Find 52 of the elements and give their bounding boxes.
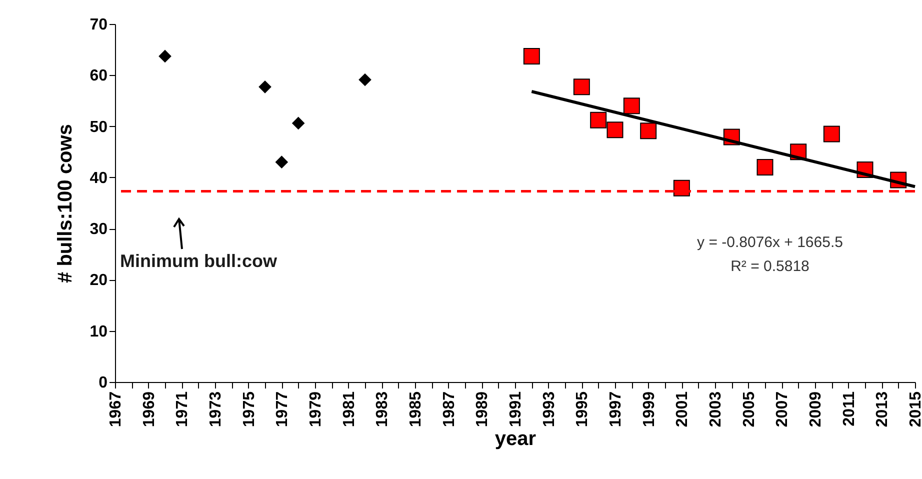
x-tick-label: 2005 — [740, 391, 758, 428]
point — [158, 50, 172, 62]
x-tick-label: 1997 — [608, 391, 624, 428]
point — [292, 117, 305, 130]
point — [590, 112, 607, 128]
x-tick-label: 1969 — [140, 391, 158, 428]
point — [258, 80, 272, 94]
x-tick-label: 1995 — [574, 391, 592, 428]
x-tick-label: 1993 — [540, 391, 558, 428]
x-axis-title: year — [494, 428, 536, 450]
y-tick-label: 60 — [90, 68, 108, 85]
y-tick-label: 50 — [90, 118, 108, 136]
x-tick-label: 2013 — [874, 391, 892, 428]
x-tick-label: 2001 — [674, 391, 692, 428]
x-tick-label: 2003 — [708, 391, 724, 428]
y-tick-label: 30 — [90, 221, 108, 238]
y-tick-label: 20 — [90, 272, 108, 290]
x-tick-label: 2011 — [840, 391, 858, 426]
x-tick-label: 1971 — [174, 391, 192, 428]
x-tick-label: 1967 — [108, 391, 124, 428]
point — [573, 78, 590, 96]
point — [823, 126, 840, 142]
x-tick-label: 1985 — [408, 391, 424, 428]
point — [623, 98, 640, 114]
x-tick-label: 1983 — [374, 391, 392, 428]
y-tick-label: 0 — [98, 374, 108, 392]
x-tick-label: 2009 — [808, 391, 824, 428]
annotation: Minimum bull:cow — [120, 251, 278, 271]
y-axis-title: # bulls:100 cows — [54, 124, 77, 283]
x-tick-label: 1977 — [274, 391, 292, 428]
point — [756, 158, 774, 176]
x-tick-label: 1991 — [508, 391, 524, 428]
x-tick-label: 1981 — [340, 391, 358, 428]
point — [673, 180, 690, 196]
x-tick-label: 1973 — [208, 391, 224, 428]
x-tick-label: 2007 — [774, 391, 792, 428]
x-tick-label: 1979 — [308, 391, 324, 428]
x-tick-label: 1999 — [640, 391, 658, 428]
point — [358, 74, 372, 86]
point — [606, 122, 624, 138]
y-tick-label: 70 — [90, 16, 108, 34]
x-tick-label: 1987 — [440, 391, 458, 428]
annotation: R² = 0.5818 — [730, 258, 810, 275]
x-tick-label: 1975 — [240, 391, 258, 428]
y-tick-label: 40 — [90, 170, 108, 187]
annotation: y = -0.8076x + 1665.5 — [697, 234, 843, 251]
x-tick-label: 2015 — [908, 391, 922, 428]
point — [640, 122, 657, 140]
x-tick-label: 1989 — [474, 391, 492, 428]
y-tick-label: 10 — [90, 323, 108, 340]
point — [523, 48, 540, 64]
point — [275, 156, 288, 168]
